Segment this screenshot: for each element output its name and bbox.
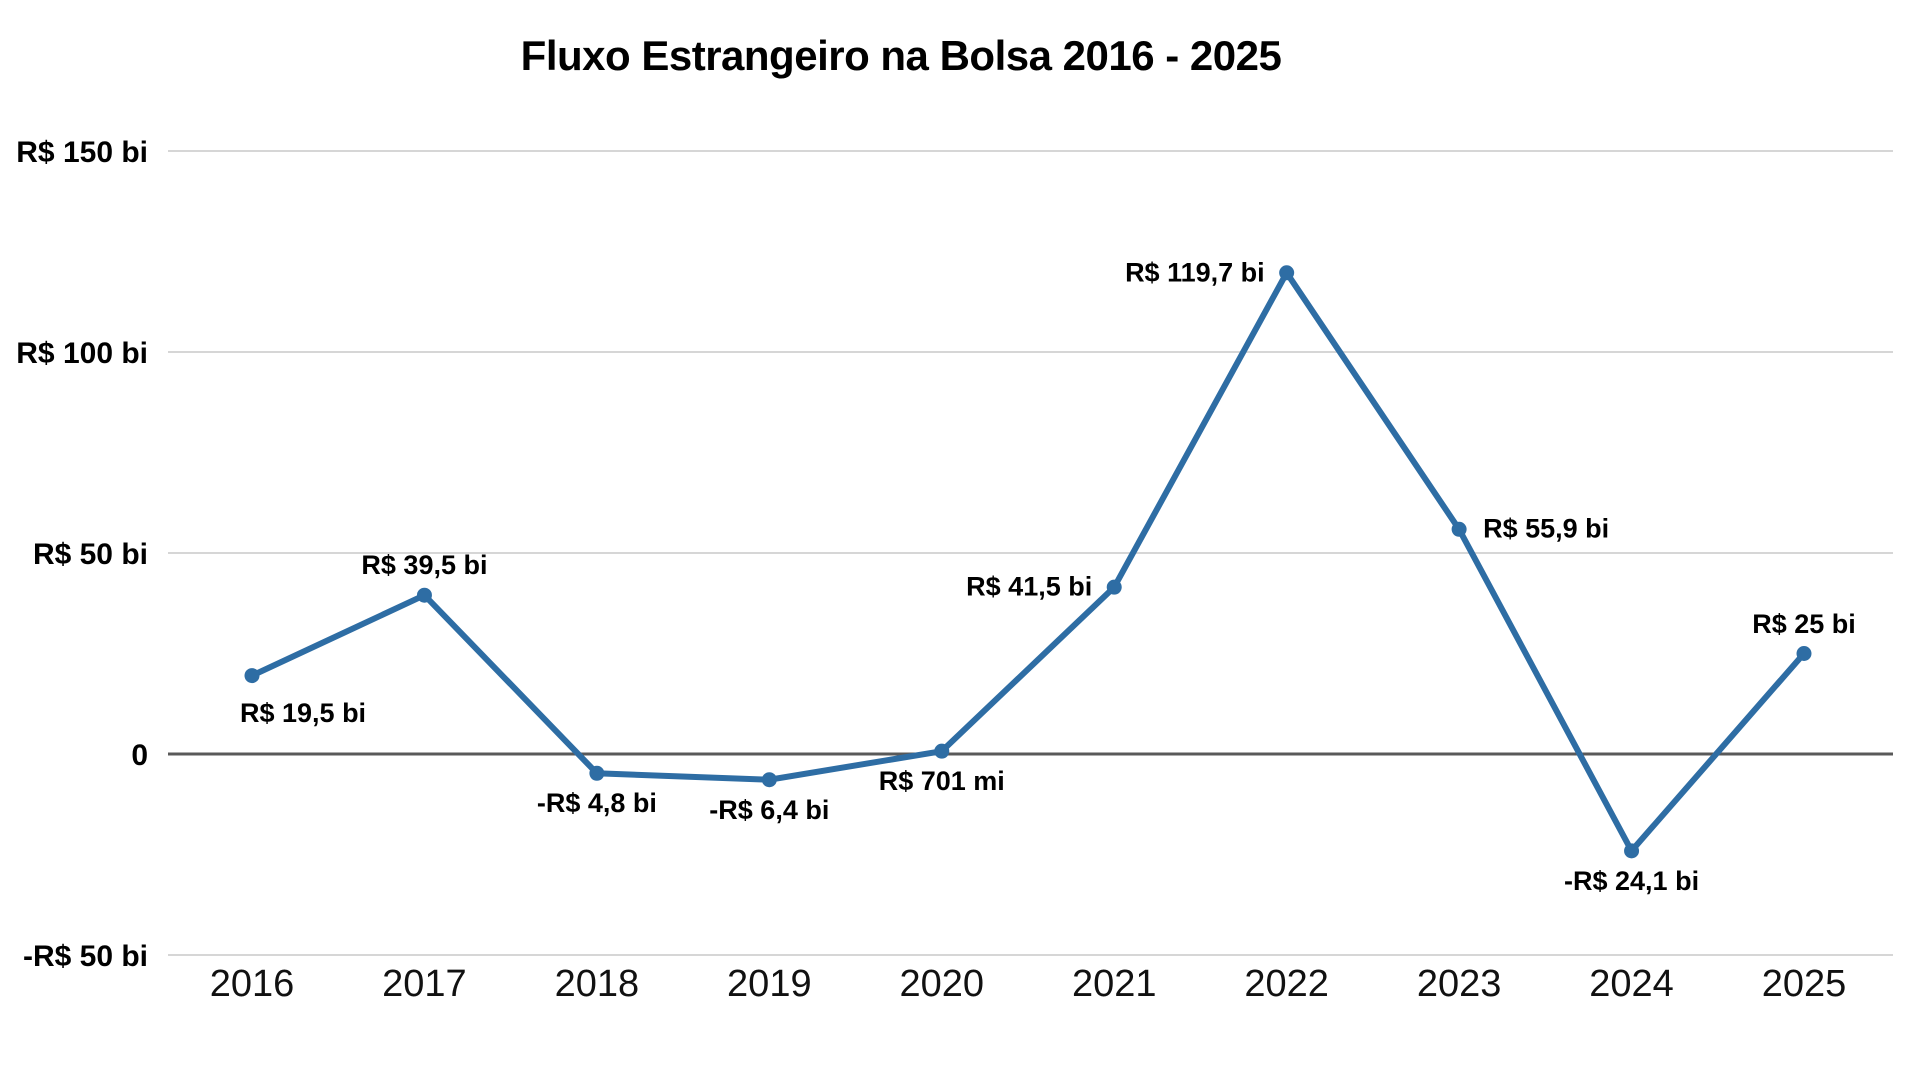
value-label-2024: -R$ 24,1 bi: [1564, 865, 1700, 896]
value-label-2022: R$ 119,7 bi: [1125, 257, 1265, 288]
x-tick-label-2017: 2017: [382, 963, 467, 1005]
x-tick-label-2016: 2016: [209, 963, 295, 1005]
value-label-2019: -R$ 6,4 bi: [709, 794, 830, 825]
data-point-2016: [244, 668, 260, 684]
value-label-2021: R$ 41,5 bi: [966, 571, 1093, 602]
chart-title: Fluxo Estrangeiro na Bolsa 2016 - 2025: [520, 32, 1282, 79]
data-point-2017: [416, 587, 432, 603]
value-label-2017: R$ 39,5 bi: [361, 550, 488, 581]
y-tick-label: -R$ 50 bi: [22, 940, 148, 973]
value-label-2020: R$ 701 mi: [878, 766, 1005, 797]
x-tick-label-2021: 2021: [1071, 963, 1157, 1005]
x-tick-label-2025: 2025: [1761, 963, 1847, 1005]
data-point-2019: [761, 772, 777, 788]
x-tick-label-2018: 2018: [554, 963, 640, 1005]
y-tick-label: R$ 150 bi: [16, 136, 148, 169]
x-tick-label-2019: 2019: [727, 963, 812, 1005]
data-point-2023: [1451, 521, 1467, 537]
data-point-2025: [1796, 646, 1812, 661]
value-label-2025: R$ 25 bi: [1752, 608, 1856, 639]
value-label-2018: -R$ 4,8 bi: [536, 788, 657, 819]
data-point-2024: [1624, 843, 1640, 859]
x-tick-label-2020: 2020: [899, 963, 985, 1005]
value-label-2016: R$ 19,5 bi: [240, 697, 367, 728]
x-tick-label-2024: 2024: [1589, 963, 1674, 1005]
series-line: [250, 267, 1807, 857]
y-tick-label: 0: [131, 739, 148, 772]
x-tick-label-2022: 2022: [1244, 963, 1329, 1005]
y-tick-label: R$ 50 bi: [32, 538, 148, 571]
data-point-2022: [1279, 265, 1295, 281]
y-tick-label: R$ 100 bi: [16, 337, 148, 370]
value-label-2023: R$ 55,9 bi: [1483, 513, 1610, 544]
data-point-2020: [934, 743, 950, 759]
x-tick-label-2023: 2023: [1416, 963, 1502, 1005]
data-point-2021: [1106, 579, 1122, 595]
data-point-2018: [589, 765, 605, 781]
